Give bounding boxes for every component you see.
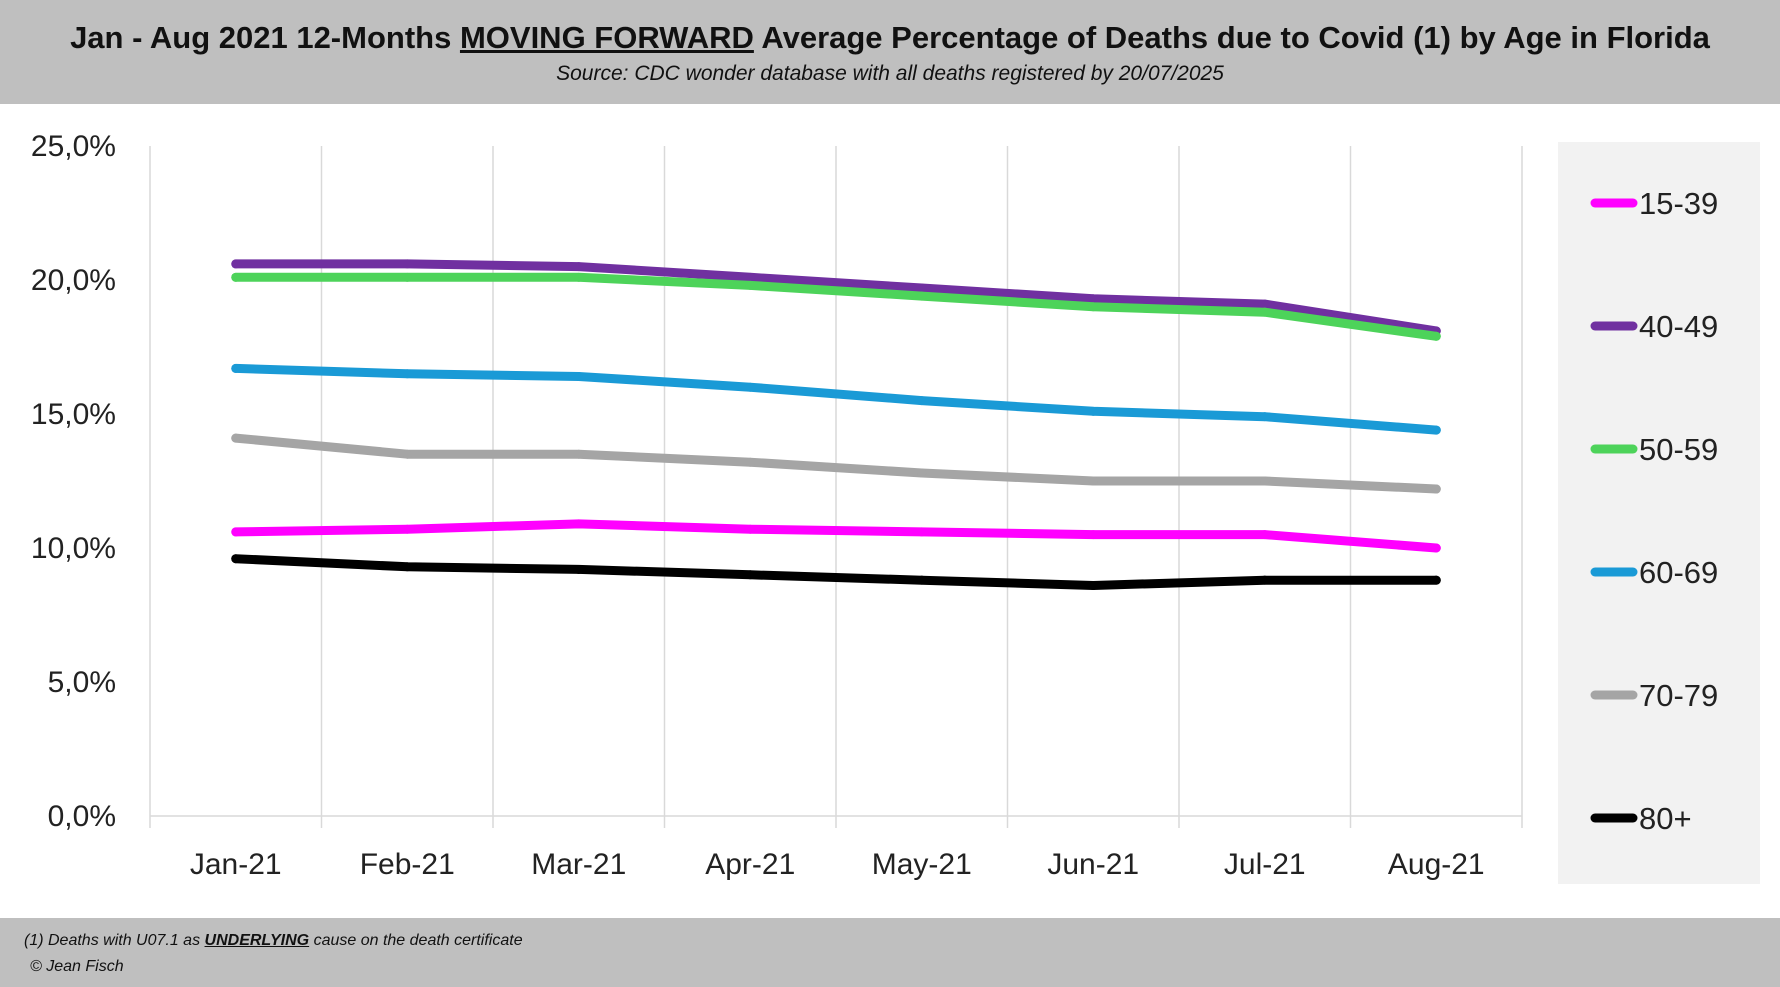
x-tick-label: Feb-21 [360, 848, 455, 881]
footnote: (1) Deaths with U07.1 as UNDERLYING caus… [24, 932, 523, 950]
series-line-50-59 [231, 272, 1441, 341]
data-point-70-79 [917, 468, 927, 478]
data-point-70-79 [574, 449, 584, 459]
series-line-60-69 [231, 363, 1441, 435]
data-point-80+ [574, 564, 584, 574]
legend-label-40-49: 40-49 [1639, 309, 1718, 344]
x-tick-label: Aug-21 [1388, 848, 1485, 881]
data-point-80+ [231, 554, 241, 564]
chart-subtitle: Source: CDC wonder database with all dea… [556, 62, 1224, 85]
data-point-40-49 [745, 272, 755, 282]
title-underlined: MOVING FORWARD [459, 20, 754, 55]
data-point-70-79 [231, 433, 241, 443]
data-point-60-69 [1431, 425, 1441, 435]
data-point-50-59 [745, 280, 755, 290]
legend-label-15-39: 15-39 [1639, 186, 1718, 221]
data-point-15-39 [231, 527, 241, 537]
data-point-40-49 [917, 283, 927, 293]
x-tick-label: May-21 [872, 848, 972, 881]
data-point-15-39 [917, 527, 927, 537]
legend-panel [1558, 142, 1760, 884]
data-point-50-59 [1260, 307, 1270, 317]
data-point-80+ [1431, 575, 1441, 585]
data-point-80+ [917, 575, 927, 585]
data-point-15-39 [574, 519, 584, 529]
data-point-50-59 [917, 291, 927, 301]
data-point-40-49 [1260, 299, 1270, 309]
series-line-80+ [231, 554, 1441, 590]
data-point-60-69 [1088, 406, 1098, 416]
data-point-70-79 [1088, 476, 1098, 486]
y-tick-label: 15,0% [31, 398, 116, 431]
data-point-70-79 [1260, 476, 1270, 486]
data-point-40-49 [574, 262, 584, 272]
x-tick-label: Mar-21 [531, 848, 626, 881]
data-point-40-49 [1088, 294, 1098, 304]
series-line-15-39 [231, 519, 1441, 553]
data-point-70-79 [1431, 484, 1441, 494]
data-point-60-69 [917, 396, 927, 406]
legend-label-60-69: 60-69 [1639, 555, 1718, 590]
data-point-60-69 [402, 369, 412, 379]
data-point-80+ [1088, 581, 1098, 591]
series-line-70-79 [231, 433, 1441, 494]
data-point-70-79 [402, 449, 412, 459]
data-point-40-49 [402, 259, 412, 269]
data-point-60-69 [745, 382, 755, 392]
x-tick-label: Jun-21 [1047, 848, 1139, 881]
y-tick-label: 0,0% [48, 800, 116, 833]
legend-label-80+: 80+ [1639, 801, 1692, 836]
legend-label-50-59: 50-59 [1639, 432, 1718, 467]
series-line-40-49 [231, 259, 1441, 336]
y-tick-label: 10,0% [31, 532, 116, 565]
data-point-50-59 [231, 272, 241, 282]
data-point-80+ [1260, 575, 1270, 585]
footnote-prefix: (1) Deaths with U07.1 as [24, 932, 205, 949]
data-point-50-59 [402, 272, 412, 282]
data-point-50-59 [574, 272, 584, 282]
title-part-2: Average Percentage of Deaths due to Covi… [753, 20, 1710, 55]
chart-footer: (1) Deaths with U07.1 as UNDERLYING caus… [0, 918, 1780, 987]
data-point-60-69 [1260, 412, 1270, 422]
x-tick-label: Jan-21 [190, 848, 282, 881]
title-part-1: Jan - Aug 2021 12-Months [70, 20, 460, 55]
data-point-50-59 [1431, 331, 1441, 341]
data-point-15-39 [1431, 543, 1441, 553]
chart-header: Jan - Aug 2021 12-Months MOVING FORWARD … [0, 0, 1780, 104]
data-point-40-49 [231, 259, 241, 269]
data-point-80+ [402, 562, 412, 572]
x-tick-label: Jul-21 [1224, 848, 1306, 881]
y-tick-label: 20,0% [31, 264, 116, 297]
data-point-70-79 [745, 457, 755, 467]
copyright: © Jean Fisch [30, 958, 124, 975]
line-chart: 0,0% 5,0% 10,0% 15,0% 20,0% 25,0% Jan-21 Feb-21… [31, 130, 1760, 884]
data-point-50-59 [1088, 302, 1098, 312]
x-tick-label: Apr-21 [705, 848, 795, 881]
chart-title: Jan - Aug 2021 12-Months MOVING FORWARD … [0, 0, 1780, 56]
footnote-suffix: cause on the death certificate [309, 932, 523, 949]
data-point-15-39 [1088, 530, 1098, 540]
data-point-60-69 [574, 371, 584, 381]
data-point-60-69 [231, 363, 241, 373]
legend-label-70-79: 70-79 [1639, 678, 1718, 713]
data-point-15-39 [1260, 530, 1270, 540]
data-point-15-39 [745, 524, 755, 534]
footnote-emphasis: UNDERLYING [204, 932, 310, 949]
y-tick-label: 5,0% [48, 666, 116, 699]
data-point-15-39 [402, 524, 412, 534]
y-tick-label: 25,0% [31, 130, 116, 163]
data-point-80+ [745, 570, 755, 580]
